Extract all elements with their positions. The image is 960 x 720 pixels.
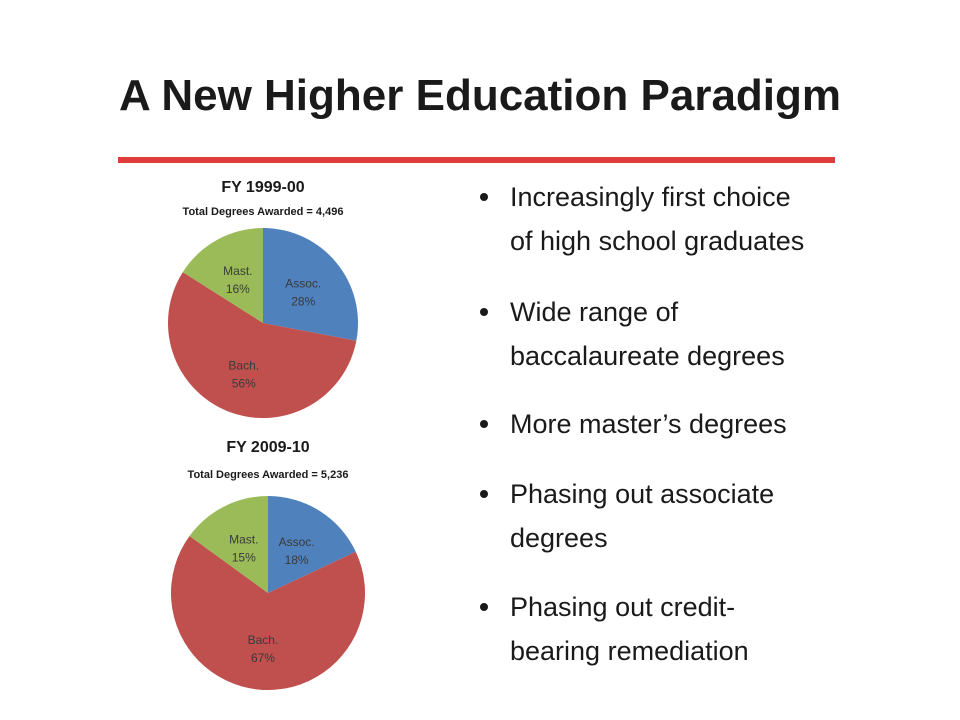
bullet-dot — [480, 308, 488, 316]
pie-slice — [189, 496, 268, 593]
chart-subtitle: Total Degrees Awarded = 4,496 — [183, 206, 344, 218]
bullet-text: bearing remediation — [510, 636, 749, 666]
slice-category: Mast. — [229, 532, 258, 546]
bullet-dot — [480, 420, 488, 428]
bullet-text: Phasing out associate — [510, 479, 774, 509]
slice-label: Mast. 16% — [223, 264, 252, 296]
bullet-text: baccalaureate degrees — [510, 341, 785, 371]
bullet-text: More master’s degrees — [510, 409, 787, 439]
bullet-dot — [480, 603, 488, 611]
slice-category: Assoc. — [285, 277, 321, 291]
slice-category: Bach. — [228, 359, 259, 373]
slice-label: Assoc. 18% — [279, 535, 315, 567]
slice-label: Bach. 56% — [228, 359, 259, 391]
pie-slice — [170, 535, 365, 690]
slice-label: Mast. 15% — [229, 532, 258, 564]
slice-category: Bach. — [248, 633, 279, 647]
slice-value: 67% — [251, 651, 275, 665]
chart-subtitle: Total Degrees Awarded = 5,236 — [188, 469, 349, 481]
bullet-text: of high school graduates — [510, 226, 804, 256]
title-rule — [118, 157, 835, 163]
bullet-text: Phasing out credit- — [510, 592, 735, 622]
slice-category: Assoc. — [279, 535, 315, 549]
pie-slice — [268, 496, 356, 593]
slice-value: 56% — [232, 377, 256, 391]
bullet-dot — [480, 490, 488, 498]
pie-slice — [167, 272, 357, 419]
slice-value: 15% — [232, 550, 256, 564]
bullet-text: degrees — [510, 523, 608, 553]
slice-label: Bach. 67% — [248, 633, 279, 665]
slice-category: Mast. — [223, 264, 252, 278]
chart-title: FY 2009-10 — [226, 439, 309, 456]
slice-value: 28% — [291, 295, 315, 309]
pie-slice — [263, 228, 359, 341]
slice-value: 18% — [285, 553, 309, 567]
bullet-dot — [480, 193, 488, 201]
slice-value: 16% — [226, 282, 250, 296]
slice-label: Assoc. 28% — [285, 277, 321, 309]
chart-title: FY 1999-00 — [221, 179, 304, 196]
slide-title: A New Higher Education Paradigm — [119, 71, 841, 120]
bullet-text: Wide range of — [510, 297, 679, 327]
pie-slice — [182, 228, 263, 323]
bullet-text: Increasingly first choice — [510, 182, 791, 212]
